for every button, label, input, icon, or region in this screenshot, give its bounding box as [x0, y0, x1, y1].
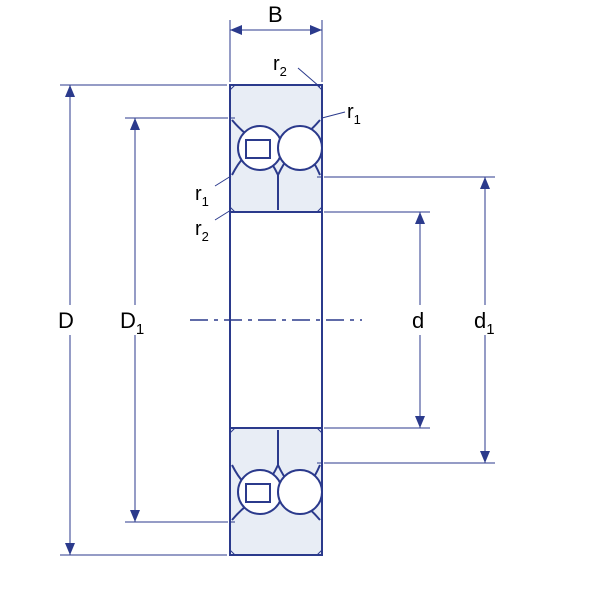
label-r1-top: r1	[347, 101, 361, 127]
bearing-diagram: B	[0, 0, 600, 600]
dimension-D1: D1	[118, 118, 228, 522]
label-d: d	[412, 308, 424, 333]
label-r2-left: r2	[195, 218, 209, 244]
label-r2-top: r2	[273, 53, 287, 79]
label-r1-left: r1	[195, 183, 209, 209]
label-B: B	[268, 2, 283, 27]
label-D: D	[58, 308, 74, 333]
